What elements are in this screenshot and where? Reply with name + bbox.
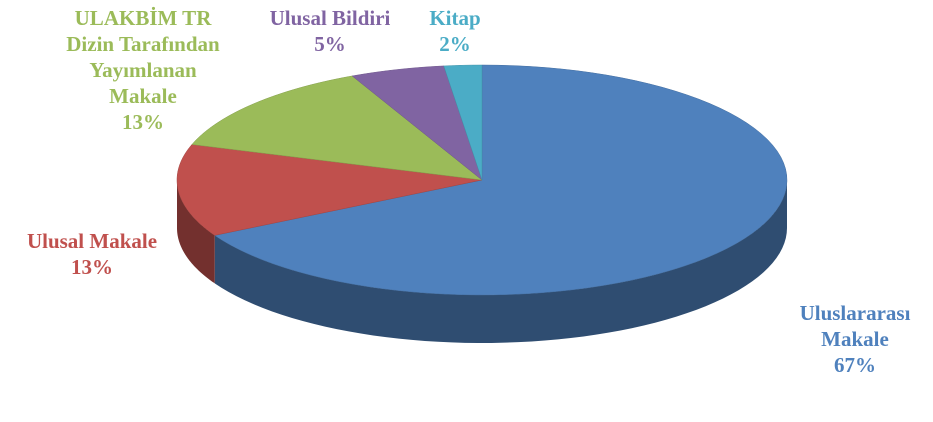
value-label: 67%	[834, 353, 876, 377]
category-label: Ulusal Bildiri	[269, 6, 391, 30]
value-label: 13%	[122, 110, 164, 134]
slice	[214, 64, 788, 296]
slice-label: ULAKBİM TR Dizin Tarafından Yayımlanan M…	[58, 5, 228, 135]
slice-label: Ulusal Bildiri 5%	[230, 5, 430, 57]
slice-side	[214, 180, 788, 343]
slice	[176, 144, 483, 236]
slice-label: Kitap 2%	[405, 5, 505, 57]
slice-label: Uluslararası Makale 67%	[785, 300, 925, 378]
slice	[191, 75, 483, 181]
slice	[351, 65, 483, 181]
value-label: 5%	[314, 32, 346, 56]
slice-label: Ulusal Makale 13%	[0, 228, 192, 280]
category-label: Uluslararası Makale	[799, 301, 911, 351]
slice-side	[177, 180, 215, 284]
category-label: ULAKBİM TR Dizin Tarafından Yayımlanan M…	[66, 6, 220, 108]
category-label: Ulusal Makale	[26, 229, 158, 253]
value-label: 2%	[439, 32, 471, 56]
slice	[443, 64, 483, 181]
value-label: 13%	[71, 255, 113, 279]
category-label: Kitap	[429, 6, 481, 30]
